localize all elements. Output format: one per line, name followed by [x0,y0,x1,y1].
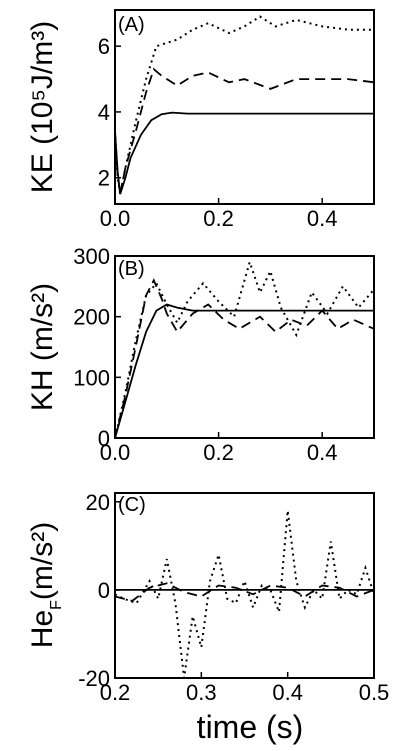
panel-b-x-tick-label: 0.0 [100,440,131,465]
panel-a: (A) KE (10⁵J/m³) 0.0 0.2 0.4 2 4 6 [26,9,375,231]
panel-c-x-tick-label: 0.4 [272,680,303,705]
panel-a-y-tick-label: 2 [98,166,110,191]
panel-b-x-tick-label: 0.2 [203,440,234,465]
panel-a-series-solid [115,111,374,195]
panel-a-y-tick-label: 6 [98,34,110,59]
panel-b-y-tick-label: 300 [73,244,110,269]
panel-b-y-tick-label: 0 [98,426,110,451]
panel-c-frame [114,492,375,679]
panel-c-y-tick-label: 20 [86,490,110,515]
panel-a-label: (A) [118,14,145,36]
panel-b-frame [114,255,375,439]
panel-b-x-tick-label: 0.4 [307,440,338,465]
panel-a-series-dashed [115,67,374,195]
panel-c-x-tick-label: 0.2 [100,680,131,705]
x-axis-label: time (s) [197,709,304,745]
panel-b-series-dashed [115,278,374,438]
panel-b: (B) KH (m/s²) 0.0 0.2 0.4 0 100 200 300 [26,244,375,465]
panel-c-y-tick-label: -20 [78,666,110,691]
panel-b-series-dotted [115,258,374,438]
panel-c-x-tick-label: 0.3 [186,680,217,705]
panel-c-y-axis-subscript: F [48,600,65,610]
panel-a-x-tick-label: 0.0 [100,206,131,231]
panel-c: (C) HeF(m/s²) time (s) 0.2 0.3 0.4 0.5 -20 0 2… [26,490,389,745]
panel-b-series-solid [115,303,374,438]
panel-a-series-dotted [115,15,374,195]
panel-c-y-axis-label: HeF(m/s²) [26,522,65,648]
panel-a-y-axis-label: KE (10⁵J/m³) [26,21,59,193]
panel-a-x-tick-label: 0.2 [203,206,234,231]
panel-a-frame [114,9,375,205]
panel-c-series-dashed [115,582,374,602]
panel-c-label: (C) [118,494,146,516]
panel-b-y-tick-label: 200 [73,305,110,330]
panel-c-y-tick-label: 0 [98,578,110,603]
panel-a-x-tick-label: 0.4 [307,206,338,231]
panel-c-series-dotted [115,510,374,678]
panel-a-y-tick-label: 4 [98,100,110,125]
panel-b-y-tick-label: 100 [73,365,110,390]
panel-c-x-tick-label: 0.5 [359,680,390,705]
panel-b-y-axis-label: KH (m/s²) [26,283,59,411]
panel-b-label: (B) [118,258,145,280]
